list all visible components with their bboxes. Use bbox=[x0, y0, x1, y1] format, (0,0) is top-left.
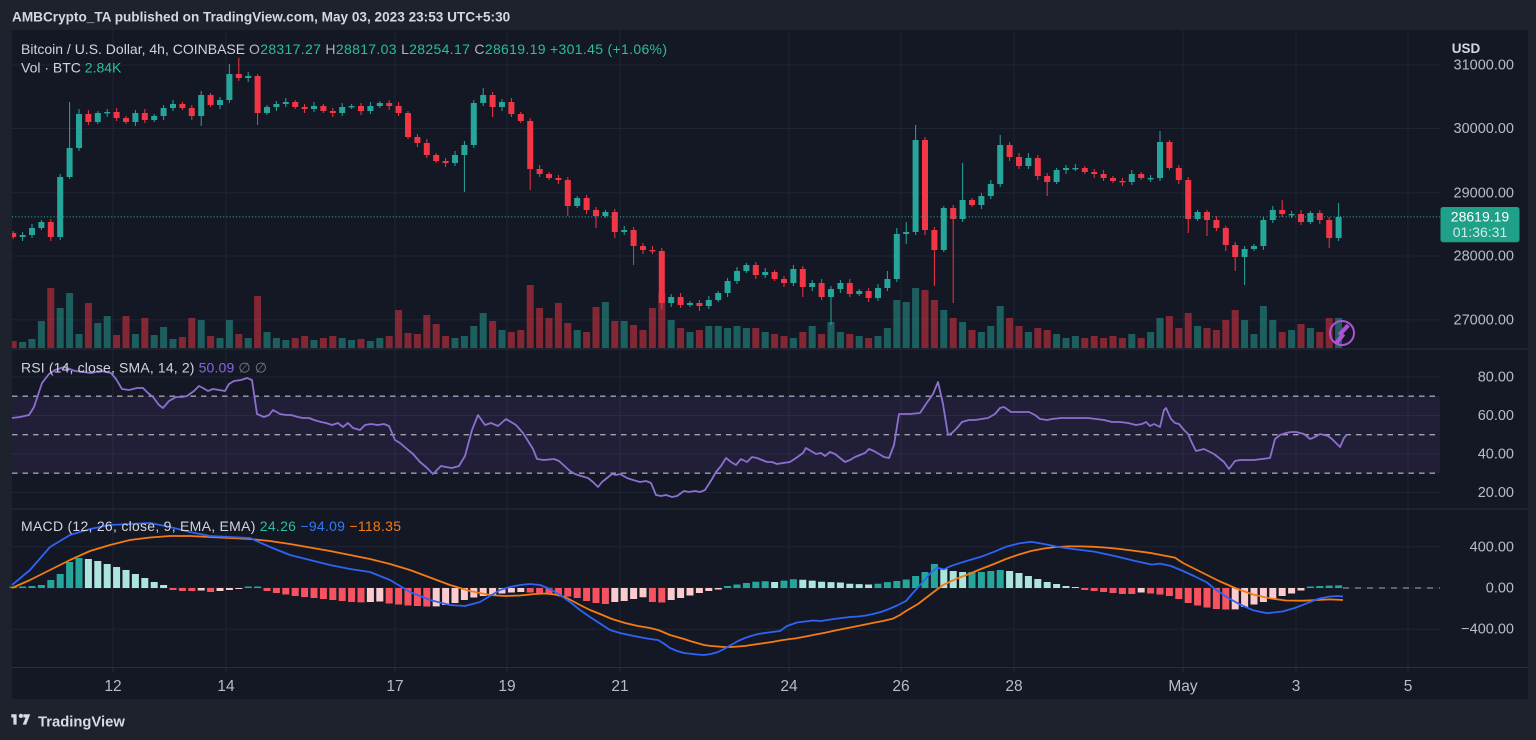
svg-text:24: 24 bbox=[780, 678, 798, 695]
svg-text:28: 28 bbox=[1005, 678, 1022, 695]
svg-text:20.00: 20.00 bbox=[1478, 485, 1514, 501]
svg-text:May: May bbox=[1168, 678, 1198, 695]
svg-text:60.00: 60.00 bbox=[1478, 408, 1514, 424]
svg-text:27000.00: 27000.00 bbox=[1454, 312, 1514, 328]
svg-text:19: 19 bbox=[498, 678, 515, 695]
svg-text:Vol · BTC 2.84K: Vol · BTC 2.84K bbox=[21, 60, 122, 76]
svg-text:26: 26 bbox=[892, 678, 909, 695]
svg-text:80.00: 80.00 bbox=[1478, 370, 1514, 386]
svg-text:RSI (14, close, SMA, 14, 2) 5: RSI (14, close, SMA, 14, 2) 50.09 ∅ ∅ bbox=[21, 360, 267, 376]
svg-text:3: 3 bbox=[1292, 678, 1301, 695]
svg-text:28000.00: 28000.00 bbox=[1454, 249, 1514, 265]
svg-text:USD: USD bbox=[1452, 41, 1481, 56]
svg-text:21: 21 bbox=[611, 678, 628, 695]
svg-text:Bitcoin / U.S. Dollar, 4h, COI: Bitcoin / U.S. Dollar, 4h, COINBASE bbox=[21, 41, 245, 57]
svg-text:0.00: 0.00 bbox=[1486, 581, 1514, 597]
svg-text:14: 14 bbox=[217, 678, 235, 695]
svg-text:O28317.27 H28817.03 L28254.1: O28317.27 H28817.03 L28254.17 C28619.19 … bbox=[249, 41, 667, 57]
svg-text:28619.19: 28619.19 bbox=[1451, 209, 1510, 225]
svg-text:TradingView: TradingView bbox=[38, 715, 125, 731]
svg-text:29000.00: 29000.00 bbox=[1454, 185, 1514, 201]
svg-text:AMBCrypto_TA published on Trad: AMBCrypto_TA published on TradingView.co… bbox=[12, 10, 510, 25]
svg-text:17: 17 bbox=[386, 678, 403, 695]
svg-text:01:36:31: 01:36:31 bbox=[1453, 224, 1508, 240]
svg-text:12: 12 bbox=[104, 678, 121, 695]
svg-text:400.00: 400.00 bbox=[1470, 539, 1514, 555]
svg-text:30000.00: 30000.00 bbox=[1454, 121, 1514, 137]
svg-text:−400.00: −400.00 bbox=[1461, 622, 1514, 638]
svg-text:MACD (12, 26, close, 9, EMA, E: MACD (12, 26, close, 9, EMA, EMA) 24.26 … bbox=[21, 518, 401, 534]
svg-text:5: 5 bbox=[1404, 678, 1413, 695]
svg-text:31000.00: 31000.00 bbox=[1454, 58, 1514, 74]
svg-text:40.00: 40.00 bbox=[1478, 447, 1514, 463]
